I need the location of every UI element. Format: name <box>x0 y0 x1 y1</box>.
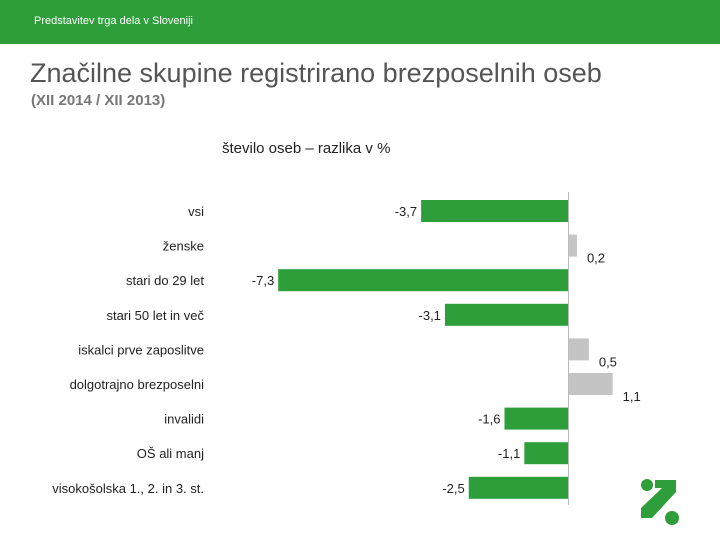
value-label: 0,2 <box>587 251 605 266</box>
value-label: -7,3 <box>252 273 274 288</box>
logo-icon <box>641 479 679 525</box>
category-label: stari do 29 let <box>126 273 204 288</box>
bar <box>421 200 568 222</box>
category-label: OŠ ali manj <box>137 446 204 461</box>
bar <box>569 338 589 361</box>
category-label: iskalci prve zaposlitve <box>78 342 204 357</box>
value-label: -1,6 <box>478 412 500 427</box>
page-title: Značilne skupine registrirano brezposeln… <box>30 58 602 88</box>
value-label: 1,1 <box>623 389 641 404</box>
category-label: stari 50 let in več <box>106 308 204 323</box>
value-label: -3,7 <box>395 204 417 219</box>
bar <box>444 303 568 326</box>
value-label: 0,5 <box>599 354 617 369</box>
category-label: vsi <box>188 204 204 219</box>
bar <box>524 442 568 465</box>
bar <box>468 476 568 499</box>
bar <box>569 373 613 395</box>
value-label: -1,1 <box>498 446 520 461</box>
page-subtitle: (XII 2014 / XII 2013) <box>31 92 166 109</box>
bar <box>504 407 568 430</box>
category-label: dolgotrajno brezposelni <box>70 377 205 392</box>
category-label: ženske <box>163 239 204 254</box>
category-label: visokošolska 1., 2. in 3. st. <box>52 481 204 496</box>
category-label: invalidi <box>164 412 204 427</box>
value-label: -2,5 <box>442 481 464 496</box>
bar <box>278 269 568 292</box>
header-bar <box>0 0 720 44</box>
chart-title: število oseb – razlika v % <box>222 140 391 157</box>
value-label: -3,1 <box>419 308 441 323</box>
bar <box>569 234 577 257</box>
presentation-title: Predstavitev trga dela v Sloveniji <box>34 15 193 27</box>
